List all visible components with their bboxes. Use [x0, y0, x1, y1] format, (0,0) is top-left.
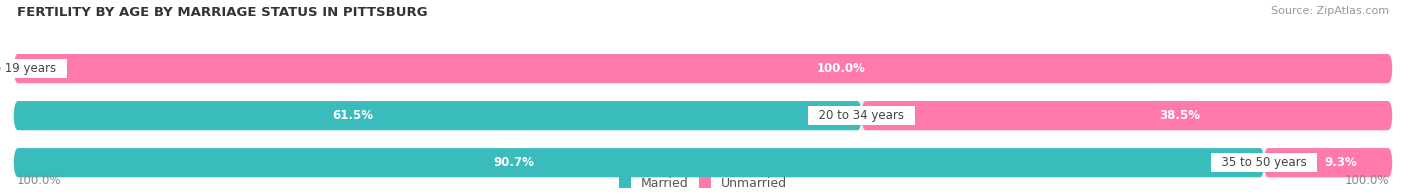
Ellipse shape: [1264, 148, 1272, 177]
Ellipse shape: [14, 54, 22, 83]
FancyBboxPatch shape: [18, 101, 858, 130]
Ellipse shape: [1256, 148, 1264, 177]
Text: 9.3%: 9.3%: [1324, 156, 1357, 169]
FancyBboxPatch shape: [866, 101, 1388, 130]
Text: 20 to 34 years: 20 to 34 years: [811, 109, 911, 122]
Ellipse shape: [14, 101, 22, 130]
Ellipse shape: [853, 101, 862, 130]
FancyBboxPatch shape: [18, 148, 1260, 177]
Text: 90.7%: 90.7%: [494, 156, 534, 169]
FancyBboxPatch shape: [18, 54, 1388, 83]
Ellipse shape: [1384, 101, 1392, 130]
Text: 100.0%: 100.0%: [17, 174, 62, 187]
Ellipse shape: [14, 148, 22, 177]
Ellipse shape: [862, 101, 870, 130]
Text: 61.5%: 61.5%: [332, 109, 374, 122]
Legend: Married, Unmarried: Married, Unmarried: [619, 177, 787, 190]
Ellipse shape: [14, 101, 22, 130]
Ellipse shape: [14, 54, 22, 83]
Ellipse shape: [1384, 101, 1392, 130]
FancyBboxPatch shape: [18, 54, 1388, 83]
Text: 35 to 50 years: 35 to 50 years: [1213, 156, 1315, 169]
Ellipse shape: [1384, 148, 1392, 177]
FancyBboxPatch shape: [1268, 148, 1388, 177]
Ellipse shape: [1384, 54, 1392, 83]
Ellipse shape: [14, 148, 22, 177]
Text: 100.0%: 100.0%: [1344, 174, 1389, 187]
Text: 15 to 19 years: 15 to 19 years: [0, 62, 65, 75]
Ellipse shape: [1384, 54, 1392, 83]
FancyBboxPatch shape: [18, 101, 1388, 130]
Text: 38.5%: 38.5%: [1160, 109, 1201, 122]
Text: 100.0%: 100.0%: [817, 62, 865, 75]
Ellipse shape: [1384, 148, 1392, 177]
Text: FERTILITY BY AGE BY MARRIAGE STATUS IN PITTSBURG: FERTILITY BY AGE BY MARRIAGE STATUS IN P…: [17, 6, 427, 19]
FancyBboxPatch shape: [18, 148, 1388, 177]
Text: Source: ZipAtlas.com: Source: ZipAtlas.com: [1271, 6, 1389, 16]
